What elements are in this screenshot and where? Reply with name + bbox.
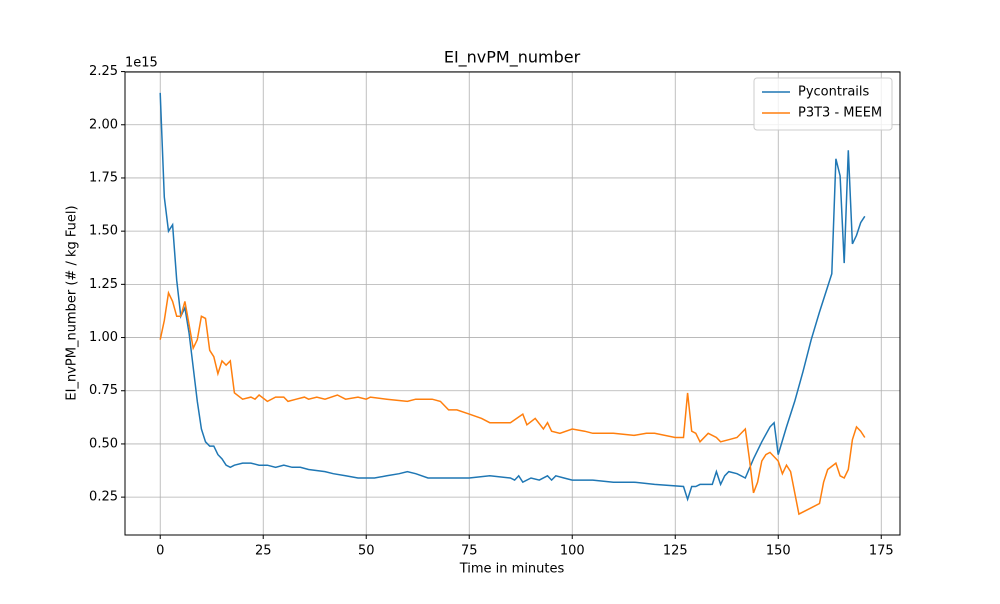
y-tick-label: 1.75 [89, 170, 118, 185]
y-tick-label: 0.50 [89, 436, 118, 451]
x-tick-label: 75 [461, 544, 478, 559]
x-tick-label: 175 [869, 544, 894, 559]
y-tick-label: 2.00 [89, 117, 118, 132]
line-series [159, 92, 866, 502]
legend-label: Pycontrails [798, 85, 870, 100]
legend-box [753, 77, 893, 131]
y-tick-label: 1.50 [89, 224, 118, 239]
legend-label: P3T3 - MEEM [798, 106, 882, 121]
x-tick-label: 25 [255, 544, 272, 559]
y-tick-label: 0.75 [89, 383, 118, 398]
plot-frame [124, 71, 901, 536]
x-tick-label: 0 [156, 544, 164, 559]
y-tick-label: 0.25 [89, 490, 118, 505]
x-tick-label: 50 [358, 544, 375, 559]
y-tick-label: 2.25 [89, 64, 118, 79]
x-tick-label: 125 [663, 544, 688, 559]
x-tick-label: 100 [560, 544, 585, 559]
y-tick-label: 1.00 [89, 330, 118, 345]
y-tick-label: 1.25 [89, 277, 118, 292]
chart-title: EI_nvPM_number [444, 48, 581, 68]
x-tick-label: 150 [766, 544, 791, 559]
y-offset-label: 1e15 [125, 56, 158, 71]
y-axis-label: EI_nvPM_number (# / kg Fuel) [65, 205, 80, 400]
x-axis-label: Time in minutes [459, 562, 565, 577]
line-series [159, 290, 866, 516]
